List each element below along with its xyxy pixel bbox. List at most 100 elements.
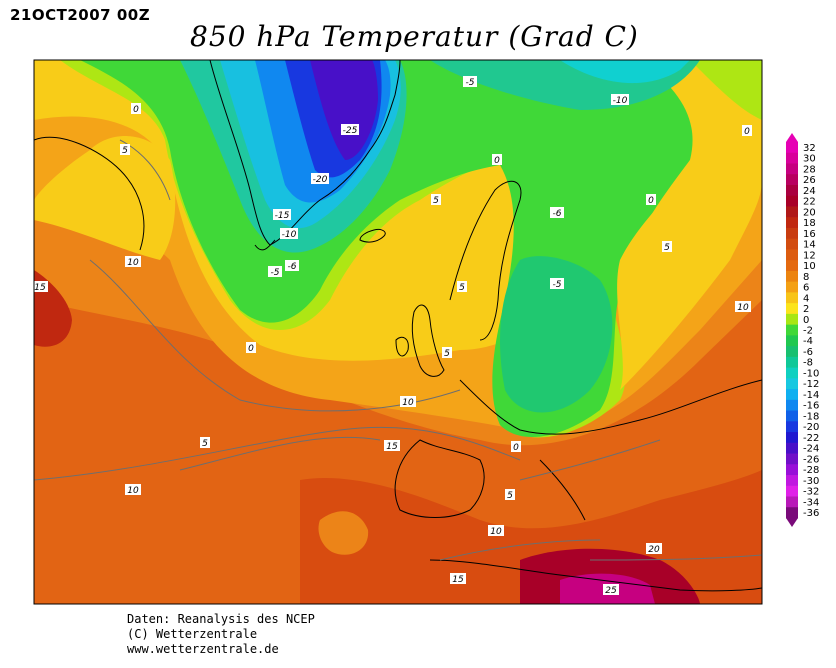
contour-label: -10: [611, 94, 629, 106]
coast-iberia: [394, 439, 485, 518]
colorbar-cell: [786, 507, 798, 519]
contour-label: -5: [268, 266, 282, 278]
svg-text:5: 5: [202, 439, 208, 449]
colorbar-tick-label: -2: [803, 326, 813, 337]
colorbar-cell: [786, 142, 798, 154]
colorbar-tick-label: -18: [803, 411, 819, 422]
date-stamp: 21OCT2007 00Z: [10, 6, 151, 24]
colorbar-cell: [786, 421, 798, 433]
colorbar-bottom-arrow: [786, 518, 798, 527]
colorbar-tick-label: 32: [803, 143, 816, 154]
svg-text:-5: -5: [271, 268, 280, 278]
colorbar-cell: [786, 324, 798, 336]
colorbar-cell: [786, 313, 798, 326]
colorbar-tick-label: 28: [803, 164, 816, 175]
colorbar-cell: [786, 485, 798, 498]
colorbar-cell: [786, 389, 798, 401]
svg-text:10: 10: [127, 258, 139, 268]
svg-text:15: 15: [34, 283, 46, 293]
contour-label: 5: [457, 281, 467, 293]
colorbar-cell: [786, 453, 798, 465]
contour-label: 5: [442, 347, 452, 359]
colorbar-cell: [786, 184, 798, 197]
contour-label: 5: [505, 489, 515, 501]
colorbar-cell: [786, 410, 798, 422]
svg-text:0: 0: [513, 443, 519, 453]
coast-labrador: [34, 136, 145, 251]
field-greenland-purple: [310, 60, 378, 160]
contour-label: -6: [550, 207, 564, 219]
colorbar-tick-label: -22: [803, 433, 819, 444]
colorbar-cell: [786, 303, 798, 315]
svg-text:10: 10: [490, 527, 502, 537]
colorbar-tick-label: -26: [803, 454, 819, 465]
field-east-yellow: [617, 60, 762, 390]
colorbar-cell: [786, 346, 798, 358]
contour-label: -10: [280, 228, 298, 240]
contour-label: 5: [120, 144, 130, 156]
colorbar-cell: [786, 174, 798, 186]
colorbar-cell: [786, 281, 798, 293]
svg-text:-10: -10: [282, 230, 297, 240]
colorbar-cell: [786, 206, 798, 218]
svg-text:5: 5: [459, 283, 465, 293]
colorbar-tick-label: -14: [803, 390, 819, 401]
colorbar-cell: [786, 475, 798, 487]
colorbar-tick-label: -34: [803, 497, 819, 508]
colorbar-tick-label: 8: [803, 272, 809, 283]
svg-text:0: 0: [248, 344, 254, 354]
colorbar-cell: [786, 249, 798, 261]
coast-iceland: [359, 229, 386, 243]
svg-text:10: 10: [127, 486, 139, 496]
colorbar-cell: [786, 378, 798, 390]
colorbar-top-arrow: [786, 133, 798, 142]
colorbar-tick-label: -24: [803, 444, 819, 455]
colorbar-tick-label: 30: [803, 154, 816, 165]
colorbar-tick-label: 6: [803, 283, 809, 294]
credits: Daten: Reanalysis des NCEP (C) Wetterzen…: [127, 612, 315, 657]
colorbar-cell: [786, 292, 798, 304]
svg-text:5: 5: [664, 243, 670, 253]
colorbar-cell: [786, 260, 798, 272]
colorbar-tick-label: -36: [803, 508, 819, 519]
colorbar-tick-label: 26: [803, 175, 816, 186]
svg-text:15: 15: [386, 442, 398, 452]
svg-text:10: 10: [402, 398, 414, 408]
colorbar-cell: [786, 195, 798, 207]
svg-text:-5: -5: [553, 280, 562, 290]
colorbar-tick-label: 0: [803, 315, 809, 326]
colorbar-cell: [786, 238, 798, 250]
colorbar-tick-label: -8: [803, 358, 813, 369]
colorbar-tick-label: -6: [803, 347, 813, 358]
colorbar-tick-label: 16: [803, 229, 816, 240]
colorbar-cell: [786, 496, 798, 508]
svg-text:0: 0: [648, 196, 654, 206]
contour-label: -5: [550, 278, 564, 290]
contour-label: -20: [311, 173, 329, 185]
colorbar-tick-label: 4: [803, 293, 809, 304]
contour-label: 0: [646, 194, 656, 206]
colorbar-cell: [786, 432, 798, 444]
colorbar-tick-label: -30: [803, 476, 819, 487]
colorbar-tick-label: -32: [803, 487, 819, 498]
colorbar-tick-label: 14: [803, 240, 816, 251]
svg-text:0: 0: [133, 105, 139, 115]
svg-text:-6: -6: [288, 262, 297, 272]
contour-label: 0: [742, 125, 752, 137]
colorbar: 32302826242220181614121086420-2-4-6-8-10…: [786, 133, 819, 527]
credits-line-data: Daten: Reanalysis des NCEP: [127, 612, 315, 626]
contour-label: 15: [384, 440, 400, 452]
field-central-europe-cool: [500, 256, 613, 413]
colorbar-tick-label: 10: [803, 261, 816, 272]
svg-text:5: 5: [444, 349, 450, 359]
colorbar-tick-label: 2: [803, 304, 809, 315]
contour-label: 5: [200, 437, 210, 449]
colorbar-tick-label: -12: [803, 379, 819, 390]
colorbar-tick-label: -20: [803, 422, 819, 433]
colorbar-cell: [786, 442, 798, 455]
contour-label: 0: [511, 441, 521, 453]
svg-text:-5: -5: [466, 78, 475, 88]
credits-line-copyright: (C) Wetterzentrale: [127, 627, 258, 641]
svg-text:5: 5: [507, 491, 513, 501]
